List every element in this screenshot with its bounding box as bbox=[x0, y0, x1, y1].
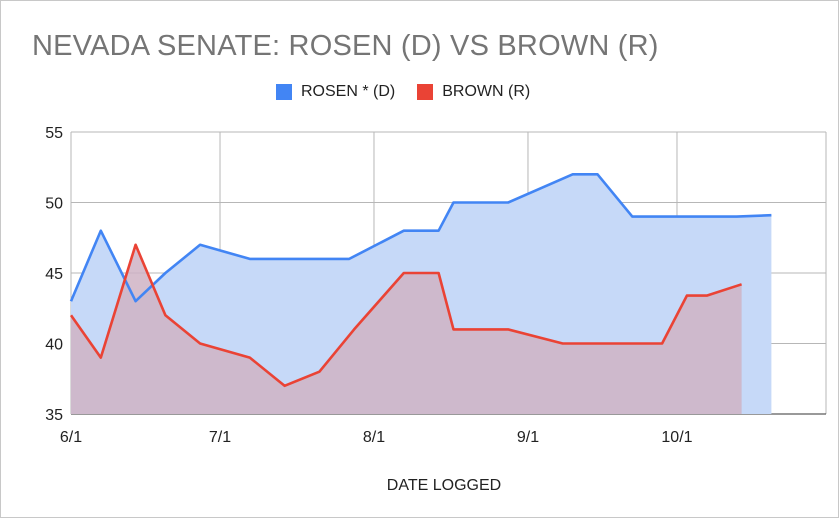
series-line-brown bbox=[69, 243, 743, 388]
legend-label-brown: BROWN (R) bbox=[442, 83, 531, 100]
x-axis-title: DATE LOGGED bbox=[387, 477, 501, 494]
legend-item-rosen[interactable]: ROSEN * (D) bbox=[276, 83, 395, 101]
x-tick-label: 10/1 bbox=[661, 429, 692, 446]
y-tick-label: 40 bbox=[45, 337, 63, 354]
line-layer bbox=[69, 173, 772, 388]
y-tick-label: 35 bbox=[45, 407, 63, 424]
area-brown bbox=[71, 244, 742, 414]
x-tick-label: 6/1 bbox=[60, 429, 82, 446]
x-tick-label: 7/1 bbox=[209, 429, 231, 446]
chart-title: NEVADA SENATE: ROSEN (D) VS BROWN (R) bbox=[32, 30, 659, 62]
legend-swatch-brown bbox=[417, 84, 434, 100]
legend-swatch-rosen bbox=[276, 84, 292, 100]
y-tick-label: 50 bbox=[45, 196, 63, 213]
series-line-rosen bbox=[69, 173, 772, 303]
axis-layer: 35 40 45 50 55 6/1 7/1 8/1 9/1 10/1 bbox=[45, 125, 692, 446]
x-tick-label: 8/1 bbox=[363, 429, 385, 446]
legend-item-brown[interactable]: BROWN (R) bbox=[417, 83, 530, 101]
y-tick-label: 55 bbox=[45, 125, 63, 142]
area-layer bbox=[71, 174, 772, 414]
x-tick-label: 9/1 bbox=[517, 429, 539, 446]
y-tick-label: 45 bbox=[45, 266, 63, 283]
legend-label-rosen: ROSEN * (D) bbox=[301, 83, 396, 100]
legend: ROSEN * (D) BROWN (R) bbox=[276, 83, 552, 101]
